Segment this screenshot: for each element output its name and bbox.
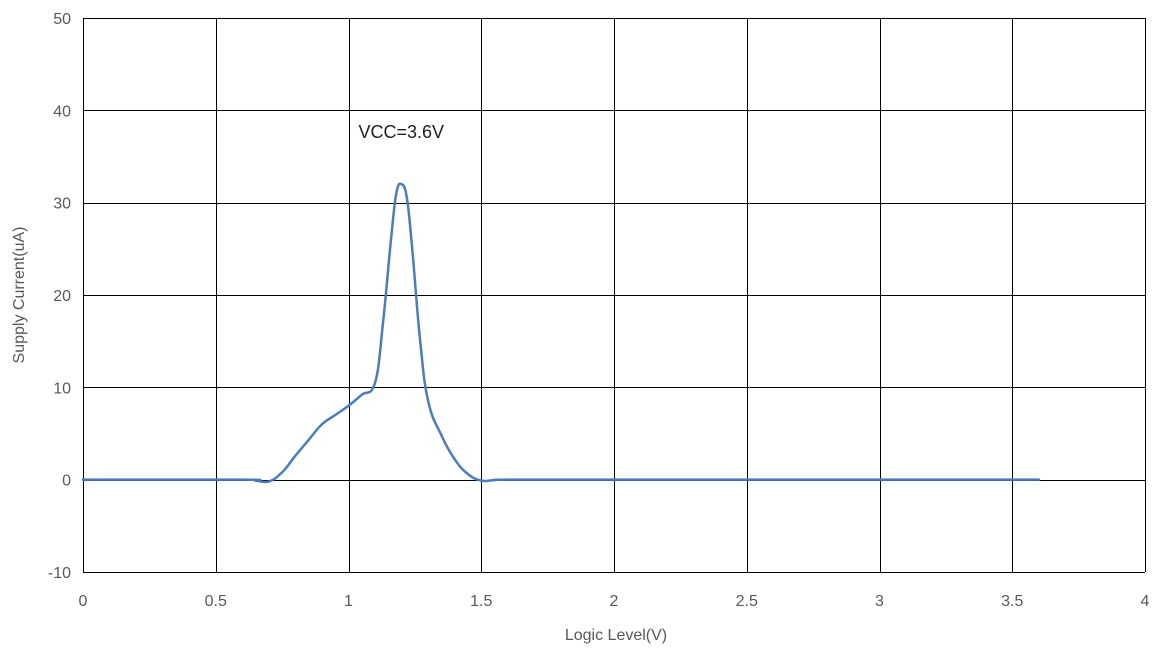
y-axis-label: Supply Current(uA)	[11, 227, 28, 364]
x-tick-label: 2.5	[736, 593, 758, 610]
series-line	[81, 182, 1041, 484]
x-tick-labels: 0 0.5 1 1.5 2 2.5 3 3.5 4	[79, 593, 1150, 610]
y-tick-label: 50	[53, 11, 71, 28]
x-tick-label: 1.5	[470, 593, 492, 610]
y-tick-label: 10	[53, 380, 71, 397]
y-tick-label: 0	[62, 473, 71, 490]
x-tick-label: 0	[79, 593, 88, 610]
x-tick-label: 0.5	[205, 593, 227, 610]
y-tick-labels: -10 0 10 20 30 40 50	[48, 11, 71, 582]
y-tick-label: 40	[53, 103, 71, 120]
y-tick-label: 20	[53, 288, 71, 305]
x-axis-label: Logic Level(V)	[565, 627, 667, 644]
y-tick-label: 30	[53, 196, 71, 213]
x-tick-label: 3	[875, 593, 884, 610]
series-layer	[81, 182, 1041, 484]
x-tick-label: 1	[344, 593, 353, 610]
annotations-layer: VCC=3.6V	[359, 122, 445, 142]
x-tick-label: 2	[610, 593, 619, 610]
y-tick-label: -10	[48, 565, 71, 582]
x-tick-label: 3.5	[1001, 593, 1023, 610]
x-tick-label: 4	[1141, 593, 1150, 610]
annotation-label: VCC=3.6V	[359, 122, 445, 142]
